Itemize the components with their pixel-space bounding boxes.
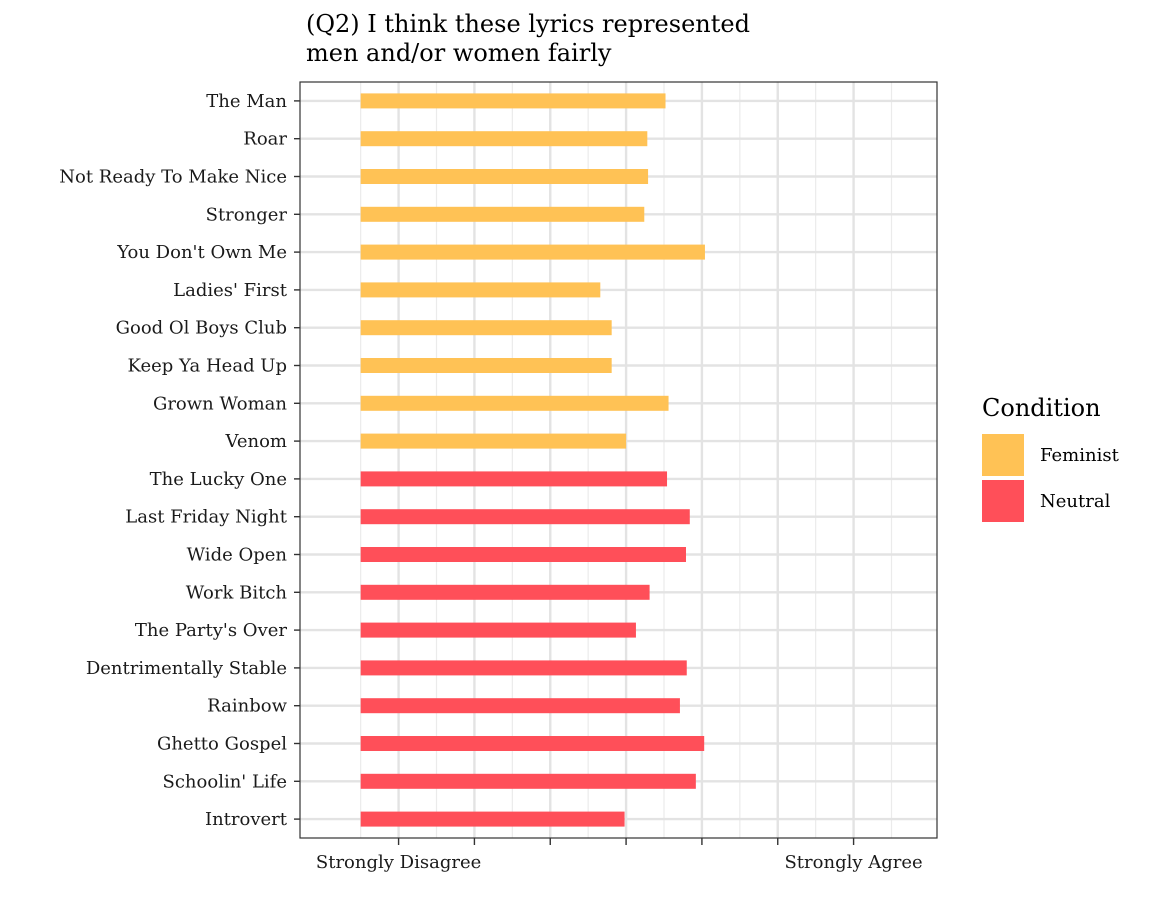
bar — [360, 131, 648, 147]
y-tick-label: Work Bitch — [186, 582, 288, 603]
bar — [360, 622, 636, 638]
bar — [360, 169, 649, 184]
y-tick-label: The Party's Over — [135, 620, 287, 641]
legend-item-feminist: Feminist — [982, 432, 1119, 478]
legend-title: Condition — [982, 394, 1101, 422]
y-tick-label: You Don't Own Me — [116, 242, 287, 263]
bar — [360, 773, 696, 789]
legend-label-neutral: Neutral — [1040, 490, 1111, 512]
legend-label-feminist: Feminist — [1040, 444, 1119, 466]
y-tick-label: Schoolin' Life — [163, 771, 287, 792]
bar — [360, 320, 612, 336]
legend-key-feminist — [982, 434, 1024, 476]
bar — [360, 547, 686, 562]
bar — [360, 93, 666, 109]
y-tick-label: The Lucky One — [150, 469, 287, 490]
legend: Condition Feminist Neutral — [982, 394, 1119, 524]
y-tick-label: Introvert — [205, 809, 288, 830]
legend-item-neutral: Neutral — [982, 478, 1119, 524]
x-tick-label: Strongly Agree — [784, 852, 922, 873]
y-tick-label: Stronger — [206, 204, 288, 225]
x-tick-label: Strongly Disagree — [316, 852, 481, 873]
bar — [360, 206, 645, 222]
bar — [360, 811, 625, 827]
bar — [360, 471, 668, 487]
bar — [360, 584, 650, 600]
bar — [360, 358, 612, 373]
y-tick-label: Last Friday Night — [125, 507, 287, 528]
y-tick-label: Good Ol Boys Club — [116, 318, 287, 339]
panel-border — [299, 81, 938, 839]
bars — [360, 93, 705, 827]
y-tick-label: Grown Woman — [153, 393, 287, 414]
y-tick-label: Ghetto Gospel — [157, 734, 287, 755]
y-axis: The Man Roar Not Ready To Make Nice Stronge… — [59, 91, 300, 830]
y-tick-label: Not Ready To Make Nice — [59, 167, 287, 188]
bar — [360, 509, 690, 525]
chart-title-line-1: (Q2) I think these lyrics represented — [306, 10, 750, 38]
grid-lines — [300, 82, 937, 838]
bar — [360, 660, 687, 676]
bar — [360, 282, 601, 298]
y-tick-label: Roar — [243, 129, 287, 150]
bar — [360, 395, 669, 411]
y-tick-label: The Man — [206, 91, 287, 112]
bar — [360, 244, 705, 260]
bar — [360, 433, 627, 449]
chart-title: (Q2) I think these lyrics represented me… — [306, 10, 750, 68]
y-tick-label: Rainbow — [207, 696, 287, 717]
y-tick-label: Wide Open — [187, 545, 288, 566]
legend-key-neutral — [982, 480, 1024, 522]
y-tick-label: Dentrimentally Stable — [86, 658, 287, 679]
bar — [360, 698, 680, 714]
x-axis: Strongly Disagree Strongly Agree — [316, 838, 923, 873]
y-tick-label: Keep Ya Head Up — [128, 356, 287, 377]
y-tick-label: Venom — [225, 431, 288, 452]
y-tick-label: Ladies' First — [173, 280, 288, 301]
chart-title-line-2: men and/or women fairly — [306, 39, 612, 67]
bar — [360, 736, 705, 751]
